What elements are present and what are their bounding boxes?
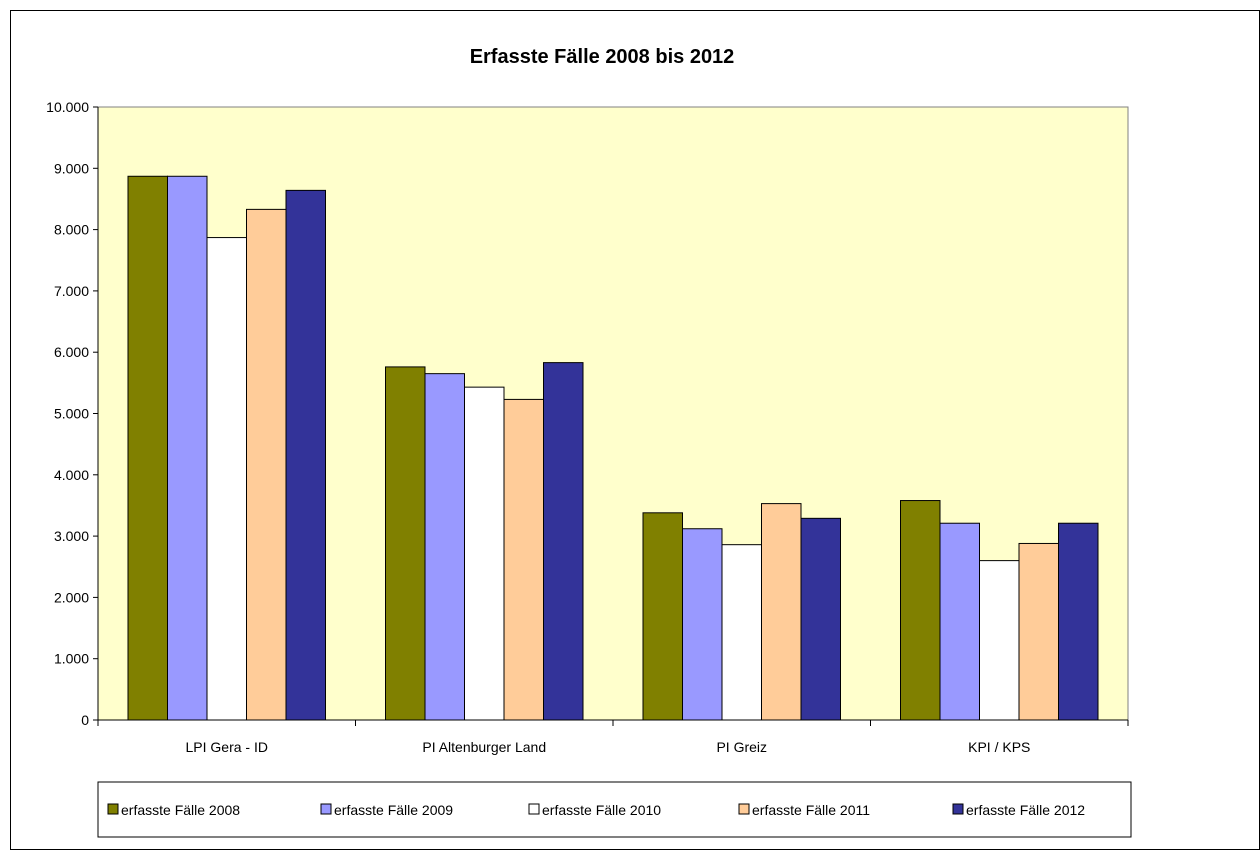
- y-tick-label: 5.000: [54, 406, 89, 422]
- y-tick-label: 4.000: [54, 467, 89, 483]
- bar: [979, 560, 1020, 721]
- bar: [127, 175, 168, 721]
- bar: [246, 208, 287, 721]
- bar: [682, 528, 723, 721]
- bar: [206, 237, 247, 721]
- bars: [127, 175, 1099, 721]
- x-axis: LPI Gera - ID PI Altenburger Land PI Greiz…: [97, 719, 1129, 755]
- legend-swatch: [528, 803, 540, 815]
- legend-label: erfasste Fälle 2008: [121, 802, 240, 818]
- bar: [543, 362, 584, 721]
- y-tick-label: 8.000: [54, 222, 89, 238]
- bar: [1058, 522, 1099, 721]
- x-category-label: PI Altenburger Land: [422, 739, 546, 755]
- y-tick-label: 10.000: [46, 99, 89, 115]
- x-category-label: KPI / KPS: [968, 739, 1030, 755]
- bar: [385, 366, 426, 721]
- legend-label: erfasste Fälle 2011: [752, 802, 870, 818]
- y-tick-label: 9.000: [54, 160, 89, 176]
- legend-swatch: [107, 803, 119, 815]
- y-tick-label: 2.000: [54, 589, 89, 605]
- legend-swatch: [320, 803, 332, 815]
- bar: [1018, 542, 1059, 721]
- bar: [800, 517, 841, 721]
- legend-swatch: [952, 803, 964, 815]
- bar: [285, 189, 326, 721]
- y-tick-label: 7.000: [54, 283, 89, 299]
- bar: [503, 398, 544, 721]
- legend-swatch: [738, 803, 750, 815]
- bar: [939, 522, 980, 721]
- bar: [900, 500, 941, 721]
- bar: [424, 373, 465, 721]
- legend-label: erfasste Fälle 2010: [542, 802, 661, 818]
- y-tick-label: 1.000: [54, 651, 89, 667]
- bar: [167, 175, 208, 721]
- legend-items: erfasste Fälle 2008 erfasste Fälle 2009 er…: [107, 802, 1085, 818]
- x-category-label: PI Greiz: [716, 739, 767, 755]
- bar: [721, 544, 762, 721]
- bar: [761, 503, 802, 721]
- y-tick-label: 3.000: [54, 528, 89, 544]
- legend-label: erfasste Fälle 2009: [334, 802, 453, 818]
- legend-label: erfasste Fälle 2012: [966, 802, 1085, 818]
- y-tick-label: 6.000: [54, 344, 89, 360]
- y-axis: 0 1.000 2.000 3.000 4.000 5.000 6.000 7.000 8.00…: [46, 99, 99, 728]
- y-tick-label: 0: [81, 712, 89, 728]
- bar: [642, 512, 683, 721]
- chart-title: Erfasste Fälle 2008 bis 2012: [470, 46, 735, 68]
- x-category-label: LPI Gera - ID: [186, 739, 268, 755]
- bar: [464, 386, 505, 721]
